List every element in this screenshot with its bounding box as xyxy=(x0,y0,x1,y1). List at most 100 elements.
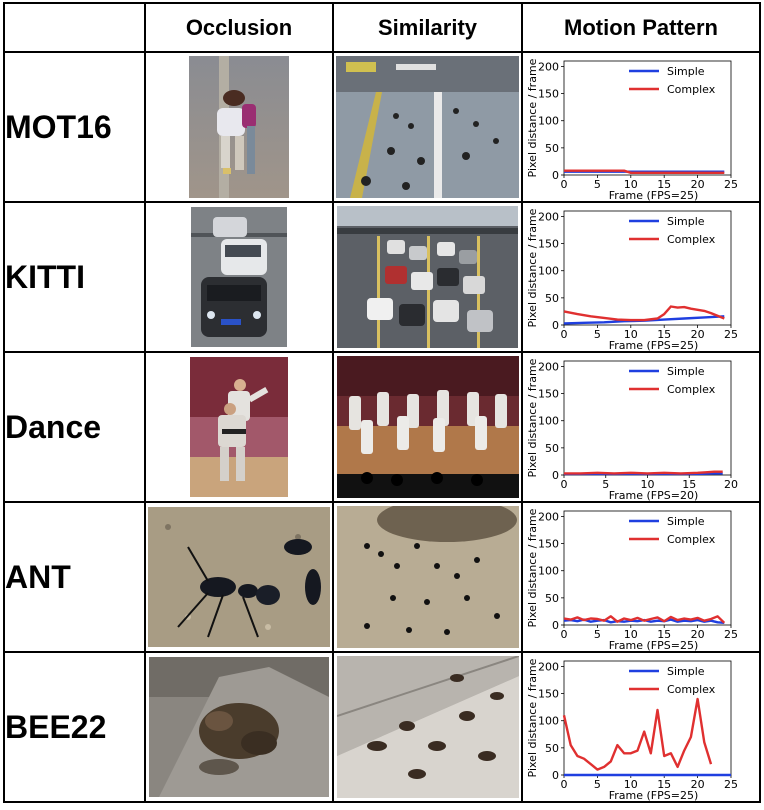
similarity-photo-ant xyxy=(336,506,519,648)
x-tick-label: 25 xyxy=(724,778,738,791)
y-tick-label: 100 xyxy=(538,265,559,278)
plot-frame xyxy=(563,510,732,626)
y-tick-label: 100 xyxy=(538,565,559,578)
x-tick-label: 20 xyxy=(691,628,705,641)
y-tick-label: 0 xyxy=(552,619,559,632)
x-axis-label: Frame (FPS=25) xyxy=(609,639,699,651)
x-tick-label: 0 xyxy=(561,628,568,641)
y-tick-label: 150 xyxy=(538,238,559,251)
y-tick-label: 0 xyxy=(552,769,559,782)
occlusion-photo-ant xyxy=(148,507,330,647)
x-tick-label: 15 xyxy=(657,628,671,641)
occlusion-photo-kitti xyxy=(191,207,287,347)
x-tick-label: 0 xyxy=(561,178,568,191)
row-label-kitti: KITTI xyxy=(3,201,146,353)
similarity-cell xyxy=(332,201,523,353)
y-tick-label: 150 xyxy=(538,538,559,551)
x-tick-label: 20 xyxy=(724,478,738,491)
y-axis-label: Pixel distance / frame xyxy=(526,58,539,177)
motion-chart-bee22: 0 50 100 150 200 0 5 10 15 20 25 Frame (FPS=25) Pixe… xyxy=(526,658,738,801)
similarity-photo-mot16 xyxy=(336,56,519,198)
x-tick-label: 15 xyxy=(682,478,696,491)
legend-label-complex: Complex xyxy=(667,233,716,246)
similarity-photo-dance xyxy=(336,356,519,498)
chart-cell: 0 50 100 150 200 0 5 10 15 20 25 Frame (FPS=25) Pixe… xyxy=(521,201,761,353)
x-tick-label: 10 xyxy=(624,628,638,641)
x-tick-label: 20 xyxy=(691,778,705,791)
y-tick-label: 200 xyxy=(538,510,559,523)
x-tick-label: 10 xyxy=(624,178,638,191)
y-axis-label: Pixel distance / frame xyxy=(526,358,539,477)
similarity-photo-bee22 xyxy=(336,656,519,798)
occlusion-cell xyxy=(144,201,334,353)
occlusion-cell xyxy=(144,651,334,803)
similarity-cell xyxy=(332,501,523,653)
x-tick-label: 5 xyxy=(594,178,601,191)
y-tick-label: 50 xyxy=(545,592,559,605)
table-row: Dance xyxy=(3,351,761,503)
legend-label-simple: Simple xyxy=(667,665,705,678)
occlusion-cell xyxy=(144,51,334,203)
x-axis-label: Frame (FPS=25) xyxy=(609,339,699,351)
similarity-cell xyxy=(332,651,523,803)
series-line-complex xyxy=(564,169,725,175)
x-tick-label: 0 xyxy=(561,778,568,791)
x-tick-label: 15 xyxy=(657,178,671,191)
x-axis-label: Frame (FPS=25) xyxy=(609,789,699,801)
y-tick-label: 50 xyxy=(545,142,559,155)
motion-chart-kitti: 0 50 100 150 200 0 5 10 15 20 25 Frame (FPS=25) Pixe… xyxy=(526,208,738,351)
legend-label-simple: Simple xyxy=(667,65,705,78)
series-line-complex xyxy=(562,697,713,771)
x-tick-label: 25 xyxy=(724,178,738,191)
y-tick-label: 0 xyxy=(552,319,559,332)
row-label-dance: Dance xyxy=(3,351,146,503)
legend-label-complex: Complex xyxy=(667,533,716,546)
x-axis-label: Frame (FPS=20) xyxy=(609,489,699,501)
header-empty xyxy=(3,2,146,53)
occlusion-photo-mot16 xyxy=(189,56,289,198)
y-tick-label: 150 xyxy=(538,388,559,401)
y-tick-label: 0 xyxy=(552,169,559,182)
x-tick-label: 10 xyxy=(641,478,655,491)
y-axis-label: Pixel distance / frame xyxy=(526,508,539,627)
series-line-complex xyxy=(563,615,726,624)
row-label-ant: ANT xyxy=(3,501,146,653)
y-tick-label: 200 xyxy=(538,360,559,373)
x-tick-label: 5 xyxy=(594,328,601,341)
x-tick-label: 25 xyxy=(724,628,738,641)
y-tick-label: 50 xyxy=(545,742,559,755)
table-row: BEE22 xyxy=(3,651,761,803)
x-tick-label: 0 xyxy=(561,478,568,491)
x-tick-label: 0 xyxy=(561,328,568,341)
similarity-cell xyxy=(332,51,523,203)
y-axis-label: Pixel distance / frame xyxy=(526,208,539,327)
motion-chart-mot16: 0 50 100 150 200 0 5 10 15 20 25 Frame (FPS=25) Pixe… xyxy=(526,58,738,201)
figure-table: Occlusion Similarity Motion Pattern MOT1… xyxy=(3,2,761,803)
x-tick-label: 10 xyxy=(624,328,638,341)
occlusion-cell xyxy=(144,351,334,503)
y-tick-label: 50 xyxy=(545,292,559,305)
table-row: KITTI xyxy=(3,201,761,353)
row-label-mot16: MOT16 xyxy=(3,51,146,203)
x-tick-label: 5 xyxy=(594,628,601,641)
motion-chart-dance: 0 50 100 150 200 0 5 10 15 20 Frame (FPS=20) Pixel … xyxy=(526,358,738,501)
occlusion-photo-dance xyxy=(190,357,288,497)
occlusion-cell xyxy=(144,501,334,653)
similarity-photo-kitti xyxy=(337,206,518,348)
chart-cell: 0 50 100 150 200 0 5 10 15 20 25 Frame (FPS=25) Pixe… xyxy=(521,51,761,203)
legend-label-complex: Complex xyxy=(667,383,716,396)
x-tick-label: 20 xyxy=(691,178,705,191)
header-occlusion: Occlusion xyxy=(144,2,334,53)
x-tick-label: 5 xyxy=(602,478,609,491)
legend-label-simple: Simple xyxy=(667,515,705,528)
y-tick-label: 100 xyxy=(538,415,559,428)
chart-cell: 0 50 100 150 200 0 5 10 15 20 25 Frame (FPS=25) Pixe… xyxy=(521,501,761,653)
x-tick-label: 25 xyxy=(724,328,738,341)
x-tick-label: 5 xyxy=(594,778,601,791)
y-tick-label: 100 xyxy=(538,115,559,128)
plot-frame xyxy=(563,360,732,476)
x-tick-label: 15 xyxy=(657,778,671,791)
y-tick-label: 200 xyxy=(538,60,559,73)
y-tick-label: 150 xyxy=(538,88,559,101)
x-tick-label: 15 xyxy=(657,328,671,341)
